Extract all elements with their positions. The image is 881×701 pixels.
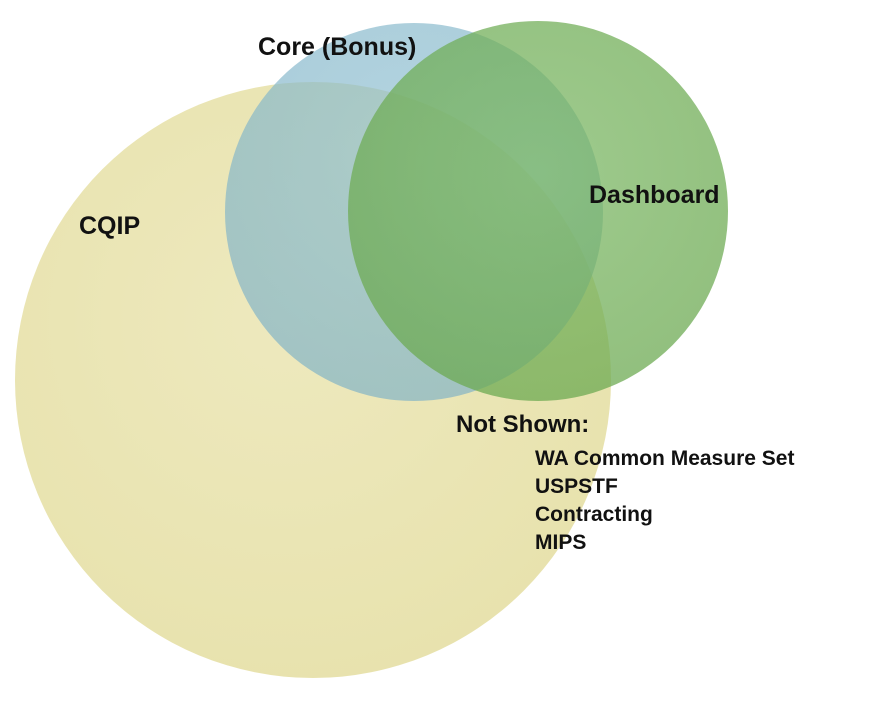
not-shown-item: USPSTF [535,475,618,498]
not-shown-item: Contracting [535,503,653,526]
cqip-label: CQIP [79,212,140,240]
not-shown-note: Not Shown: WA Common Measure Set USPSTF … [456,411,794,554]
not-shown-item: MIPS [535,531,586,554]
not-shown-item: WA Common Measure Set [535,447,794,470]
not-shown-title: Not Shown: [456,411,589,438]
core-bonus-label: Core (Bonus) [258,33,416,61]
dashboard-label: Dashboard [589,181,720,209]
dashboard-circle [348,21,728,401]
